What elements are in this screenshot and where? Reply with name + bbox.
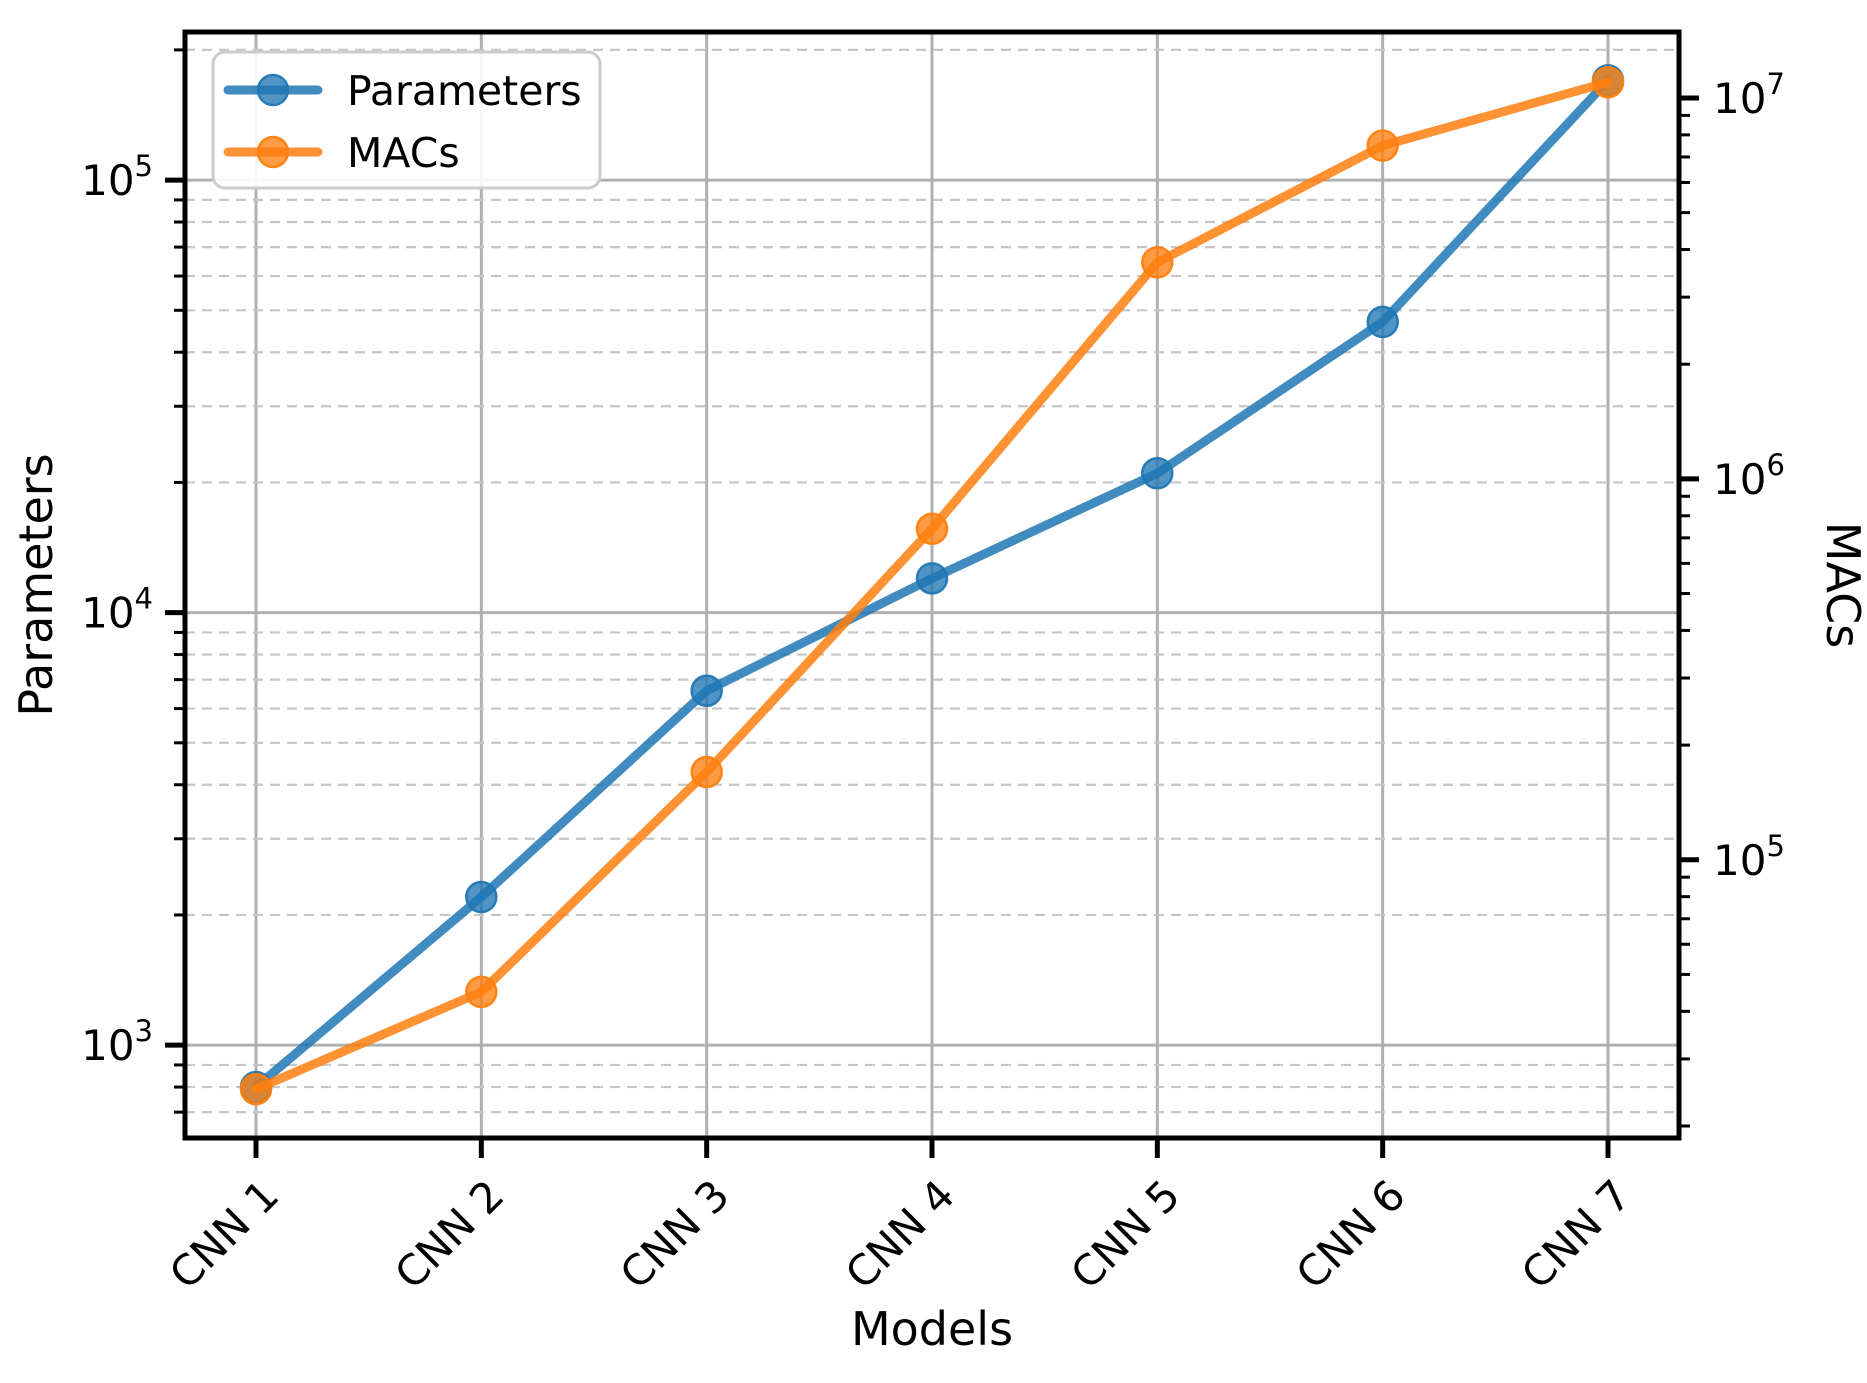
legend-marker-macs <box>256 135 290 169</box>
x-tick-label: CNN 3 <box>611 1170 739 1298</box>
x-tick-label: CNN 4 <box>836 1170 964 1298</box>
series-layer <box>239 64 1625 1106</box>
x-tick-label: CNN 2 <box>385 1170 513 1298</box>
data-point-macs-7 <box>1591 65 1625 99</box>
x-axis-title: Models <box>851 1302 1013 1356</box>
x-tick-label: CNN 5 <box>1061 1170 1189 1298</box>
legend-label-parameters: Parameters <box>347 67 582 115</box>
legend-label-macs: MACs <box>347 129 460 177</box>
data-point-macs-3 <box>690 755 723 789</box>
data-point-parameters-5 <box>1141 457 1174 490</box>
data-point-macs-1 <box>239 1072 273 1106</box>
y-right-axis-title: MACs <box>1816 522 1867 648</box>
y-right-tick-label: 105 <box>1713 829 1785 885</box>
y-left-tick-label: 103 <box>81 1014 153 1070</box>
axes-layer <box>165 29 1699 1158</box>
data-point-parameters-4 <box>915 562 949 595</box>
x-tick-label: CNN 7 <box>1512 1170 1640 1298</box>
data-point-macs-5 <box>1141 246 1174 279</box>
data-point-parameters-3 <box>690 674 723 707</box>
x-tick-label: CNN 1 <box>160 1170 288 1298</box>
y-left-axis-title: Parameters <box>9 453 63 716</box>
x-tick-label: CNN 6 <box>1287 1170 1415 1298</box>
y-left-tick-label: 104 <box>81 582 153 638</box>
legend: Parameters MACs <box>211 50 602 190</box>
y-left-tick-label: 105 <box>81 149 153 205</box>
data-point-parameters-6 <box>1366 305 1399 339</box>
y-right-tick-label: 106 <box>1713 448 1785 504</box>
data-point-macs-6 <box>1366 129 1399 162</box>
data-point-macs-2 <box>465 975 498 1009</box>
y-right-tick-label: 107 <box>1713 67 1785 123</box>
data-point-macs-4 <box>915 512 949 545</box>
grid-layer <box>185 32 1679 1138</box>
legend-marker-parameters <box>256 73 290 107</box>
data-point-parameters-2 <box>465 880 498 914</box>
